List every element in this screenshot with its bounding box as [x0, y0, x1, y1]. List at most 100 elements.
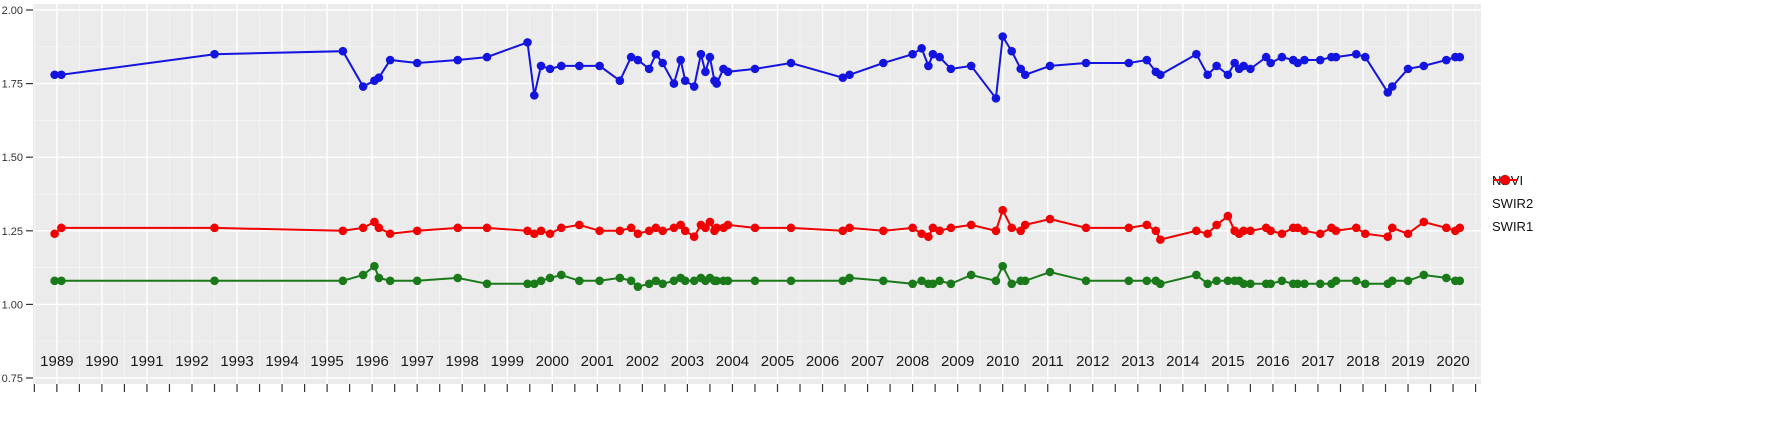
swir1-point	[1455, 223, 1465, 233]
ndvi-point	[1455, 52, 1465, 62]
swir1-point	[626, 223, 636, 233]
swir2-point	[557, 270, 566, 280]
ndvi-point	[453, 55, 463, 65]
swir1-point	[633, 229, 643, 239]
ndvi-point	[924, 61, 933, 71]
swir2-point	[908, 279, 917, 289]
swir2-point	[750, 276, 760, 286]
ndvi-point	[374, 73, 384, 83]
ndvi-point	[1442, 55, 1451, 65]
x-tick-label: 2008	[896, 353, 929, 370]
swir1-point	[358, 223, 368, 233]
swir1-point	[644, 226, 654, 236]
swir1-point	[908, 223, 917, 233]
swir1-point	[1142, 220, 1152, 230]
swir1-point	[1360, 229, 1370, 239]
ndvi-point	[358, 82, 368, 91]
ndvi-point	[1403, 64, 1413, 74]
x-tick-label: 1997	[400, 353, 433, 370]
swir2-point	[1266, 279, 1275, 289]
ndvi-point	[966, 61, 976, 71]
swir2-point	[529, 279, 539, 289]
swir2-point	[545, 273, 555, 283]
swir2-point	[1045, 267, 1055, 277]
swir2-point	[669, 276, 679, 286]
y-tick-label: 1.50	[2, 152, 23, 164]
x-tick-label: 2020	[1436, 353, 1469, 370]
ndvi-point	[879, 58, 888, 68]
legend: NDVISWIR2SWIR1	[1492, 172, 1533, 236]
ndvi-point	[1266, 58, 1275, 68]
ndvi-point	[750, 64, 760, 74]
ndvi-point	[545, 64, 555, 74]
swir2-point	[374, 273, 384, 283]
swir1-point	[669, 223, 679, 233]
swir1-series	[50, 205, 1465, 244]
swir1-point	[557, 223, 566, 233]
swir1-point	[1045, 214, 1055, 224]
swir1-point	[1246, 226, 1255, 236]
swir1-point	[385, 229, 395, 239]
swir2-point	[1239, 279, 1248, 289]
grid-minor	[33, 4, 1481, 384]
ndvi-point	[482, 52, 492, 62]
ndvi-point	[845, 70, 854, 80]
ndvi-point	[575, 61, 584, 71]
legend-label: SWIR2	[1492, 196, 1534, 211]
swir1-point	[57, 223, 66, 233]
swir2-point	[928, 279, 938, 289]
ndvi-point	[1387, 82, 1397, 91]
swir1-point	[529, 229, 539, 239]
swir1-point	[1124, 223, 1134, 233]
swir1-point	[1266, 226, 1275, 236]
ndvi-point	[1300, 55, 1309, 65]
x-tick-label: 2019	[1391, 353, 1424, 370]
x-tick-label: 1992	[175, 353, 208, 370]
swir1-point	[924, 232, 933, 241]
swir2-point	[1203, 279, 1212, 289]
x-tick-label: 2000	[536, 353, 569, 370]
ndvi-point	[57, 70, 66, 80]
ndvi-point	[1315, 55, 1325, 65]
swir1-point	[1223, 211, 1233, 221]
ndvi-point	[412, 58, 422, 68]
swir1-point	[1016, 226, 1026, 236]
legend-label: SWIR1	[1492, 219, 1534, 234]
ndvi-point	[723, 67, 733, 77]
swir1-point	[750, 223, 760, 233]
swir2-point	[1455, 276, 1465, 286]
swir2-point	[1315, 279, 1325, 289]
ndvi-point	[1261, 52, 1271, 62]
swir1-point	[575, 220, 584, 230]
x-tick-label: 1994	[265, 353, 298, 370]
ndvi-point	[786, 58, 796, 68]
swir2-point	[998, 261, 1007, 271]
x-tick-label: 2013	[1121, 353, 1154, 370]
ndvi-point	[935, 52, 944, 62]
swir2-point	[338, 276, 348, 286]
ndvi-point	[1331, 52, 1341, 62]
swir1-point	[1383, 232, 1393, 241]
ndvi-point	[991, 94, 1001, 103]
swir2-point	[575, 276, 584, 286]
swir1-key-icon	[1493, 175, 1517, 185]
x-tick-label: 1991	[130, 353, 163, 370]
x-tick-label: 2009	[941, 353, 974, 370]
ndvi-point	[1212, 61, 1221, 71]
swir2-point	[845, 273, 854, 283]
swir1-point	[1331, 226, 1341, 236]
swir1-point	[615, 226, 625, 236]
ndvi-point	[536, 61, 546, 71]
swir1-point	[680, 226, 690, 236]
ndvi-point	[998, 32, 1007, 41]
ndvi-point	[701, 67, 710, 77]
swir2-point	[595, 276, 604, 286]
ndvi-point	[689, 82, 699, 91]
y-tick-label: 0.75	[2, 373, 23, 385]
swir1-point	[723, 220, 733, 230]
ndvi-point	[338, 46, 348, 56]
swir2-point	[838, 276, 848, 286]
swir2-point	[385, 276, 395, 286]
ndvi-point	[1081, 58, 1091, 68]
